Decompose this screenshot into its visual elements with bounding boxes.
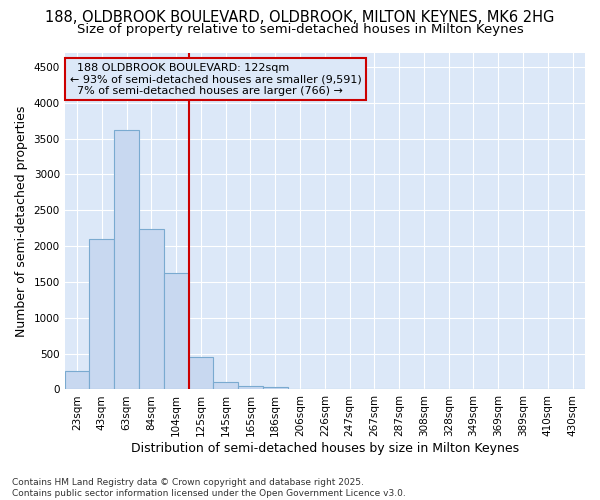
X-axis label: Distribution of semi-detached houses by size in Milton Keynes: Distribution of semi-detached houses by …	[131, 442, 519, 455]
Text: Contains HM Land Registry data © Crown copyright and database right 2025.
Contai: Contains HM Land Registry data © Crown c…	[12, 478, 406, 498]
Bar	[164, 272, 188, 390]
Text: Size of property relative to semi-detached houses in Milton Keynes: Size of property relative to semi-detach…	[77, 22, 523, 36]
Text: 188 OLDBROOK BOULEVARD: 122sqm
← 93% of semi-detached houses are smaller (9,591): 188 OLDBROOK BOULEVARD: 122sqm ← 93% of …	[70, 62, 362, 96]
Bar	[188, 357, 214, 390]
Bar	[214, 382, 238, 390]
Bar	[89, 239, 114, 390]
Text: 188, OLDBROOK BOULEVARD, OLDBROOK, MILTON KEYNES, MK6 2HG: 188, OLDBROOK BOULEVARD, OLDBROOK, MILTO…	[46, 10, 554, 25]
Bar	[139, 229, 164, 390]
Bar	[263, 388, 287, 390]
Bar	[65, 371, 89, 390]
Bar	[114, 130, 139, 390]
Y-axis label: Number of semi-detached properties: Number of semi-detached properties	[15, 106, 28, 336]
Bar	[238, 386, 263, 390]
